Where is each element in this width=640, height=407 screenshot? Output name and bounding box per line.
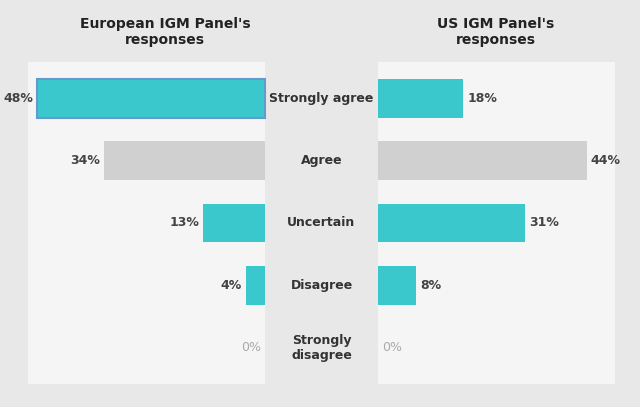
Bar	[38, 79, 265, 118]
Text: 13%: 13%	[170, 217, 200, 230]
Bar	[246, 266, 265, 305]
Text: 0%: 0%	[382, 341, 402, 354]
Text: 8%: 8%	[420, 279, 441, 292]
Text: Agree: Agree	[301, 154, 342, 167]
Bar	[378, 266, 416, 305]
Bar	[204, 204, 265, 242]
Text: 44%: 44%	[591, 154, 621, 167]
Text: 18%: 18%	[467, 92, 497, 105]
Text: 34%: 34%	[70, 154, 100, 167]
Bar	[378, 79, 463, 118]
Bar	[378, 62, 615, 384]
Text: 0%: 0%	[241, 341, 261, 354]
Text: US IGM Panel's
responses: US IGM Panel's responses	[437, 17, 555, 47]
Text: Disagree: Disagree	[291, 279, 353, 292]
Text: 4%: 4%	[221, 279, 242, 292]
Text: Uncertain: Uncertain	[287, 217, 356, 230]
Bar	[378, 141, 586, 180]
Bar	[38, 79, 265, 118]
Bar	[378, 204, 525, 242]
Text: 48%: 48%	[4, 92, 33, 105]
Text: Strongly
disagree: Strongly disagree	[291, 334, 352, 362]
Text: 31%: 31%	[529, 217, 559, 230]
Bar	[28, 62, 265, 384]
Text: European IGM Panel's
responses: European IGM Panel's responses	[80, 17, 250, 47]
Bar	[104, 141, 265, 180]
Text: Strongly agree: Strongly agree	[269, 92, 374, 105]
